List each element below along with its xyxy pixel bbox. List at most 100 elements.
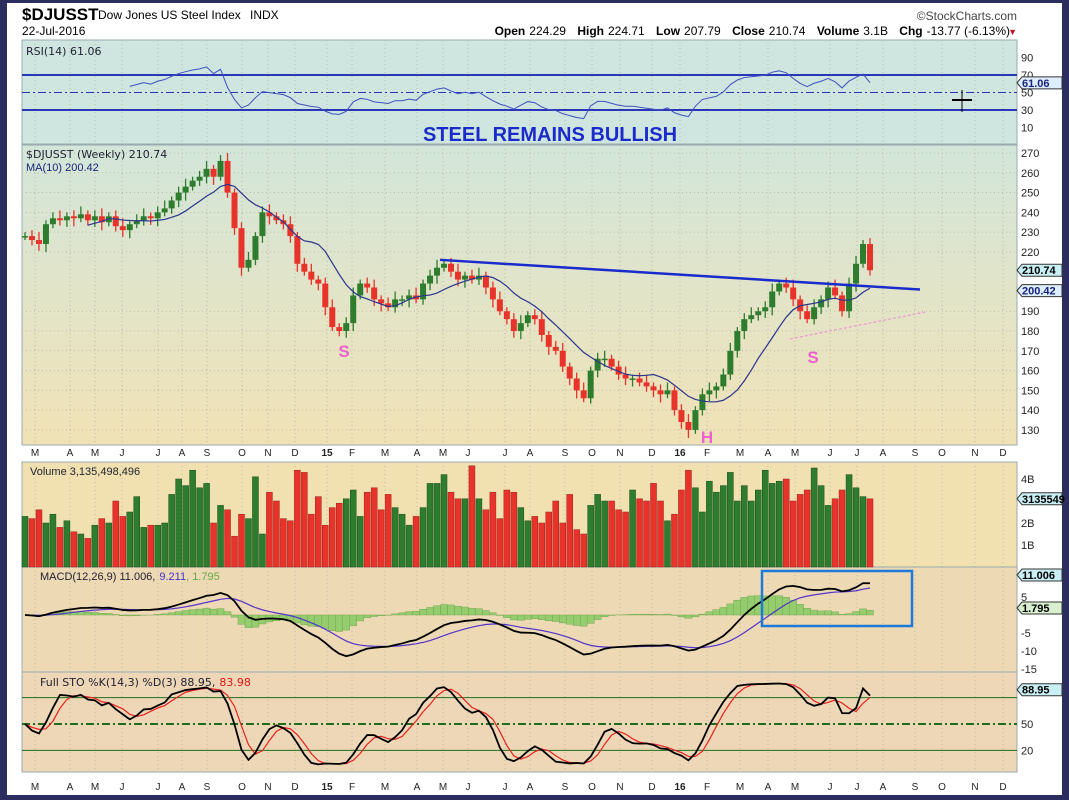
candle-up [168, 200, 175, 209]
price-tick-label: 130 [1021, 425, 1039, 437]
x-tick-label: A [527, 782, 534, 793]
x-tick-label: A [880, 782, 887, 793]
volume-bar [775, 480, 783, 568]
volume-bar [147, 524, 154, 568]
macd-histogram-bar [489, 612, 497, 616]
volume-bar [329, 507, 336, 568]
x-tick-label: J [466, 448, 471, 459]
volume-bar [238, 513, 245, 568]
candle-up [811, 307, 818, 320]
price-tick-label: 180 [1021, 326, 1039, 338]
volume-bar [336, 502, 343, 568]
x-tick-label: J [828, 782, 833, 793]
candle-down [783, 283, 790, 288]
candle-down [98, 216, 105, 223]
volume-bar [21, 516, 29, 568]
candle-down [566, 366, 573, 379]
volume-bar [370, 487, 378, 568]
volume-bar [824, 505, 832, 568]
x-tick-label: J [828, 448, 833, 459]
volume-tick-label: 4B [1021, 474, 1034, 486]
value-tag-text: 210.74 [1022, 265, 1057, 277]
candle-up [748, 315, 755, 320]
x-tick-label: M [381, 782, 389, 793]
volume-bar [461, 498, 469, 568]
candle-up [22, 236, 28, 238]
ma10-line [87, 183, 871, 403]
macd-histogram-bar [538, 614, 546, 620]
x-tick-label: N [264, 782, 271, 793]
candle-down [56, 218, 63, 221]
macd-histogram-bar [98, 613, 106, 616]
volume-bar [643, 500, 650, 568]
macd-histogram-bar [167, 612, 176, 616]
x-tick-label: O [938, 782, 946, 793]
x-tick-label: N [616, 782, 623, 793]
volume-bar [692, 487, 699, 568]
macd-histogram-bar [419, 609, 427, 616]
symbol-name: Dow Jones US Steel Index [98, 8, 241, 22]
x-tick-label: A [880, 448, 887, 459]
macd-histogram-bar [377, 614, 385, 616]
volume-bar [608, 500, 615, 568]
x-tick-label: D [291, 782, 298, 793]
macd-hist-tag: 1.795 [1016, 601, 1063, 615]
volume-bar [566, 494, 573, 568]
x-tick-label: N [264, 448, 271, 459]
x-tick-label: N [971, 782, 978, 793]
volume-bar [468, 465, 476, 568]
rsi-tick-label: 50 [1021, 88, 1033, 100]
price-panel [21, 144, 1018, 446]
candle-up [175, 192, 182, 201]
macd-histogram-bar [363, 614, 371, 618]
value-tag-shape [1016, 601, 1063, 615]
candle-up [776, 283, 783, 292]
candle-down [273, 216, 280, 221]
macd-histogram-bar [684, 614, 693, 619]
x-tick-label: M [91, 448, 99, 459]
candle-up [420, 283, 427, 300]
brand-logo[interactable]: ©StockCharts.com [917, 9, 1017, 23]
macd-histogram-bar [824, 610, 832, 616]
x-tick-label: S [204, 782, 211, 793]
x-tick-label: N [616, 448, 623, 459]
macd-histogram-bar [461, 606, 469, 616]
candle-up [517, 323, 524, 332]
x-tick-label: D [291, 448, 298, 459]
price-tick-label: 270 [1021, 148, 1039, 160]
macd-histogram-bar [454, 606, 462, 616]
macd-histogram-bar [789, 600, 797, 616]
macd-tick-label: 5 [1021, 592, 1027, 604]
macd-histogram-bar [482, 610, 490, 616]
candle-up [259, 212, 266, 237]
value-tag-text: 61.06 [1022, 78, 1050, 90]
volume-bar [796, 494, 804, 568]
open-label: Open [495, 24, 526, 38]
volume-bar [685, 469, 692, 568]
volume-bar [426, 483, 434, 568]
macd-histogram-bar [600, 614, 609, 618]
macd-histogram-bar [691, 614, 700, 618]
volume-bar [217, 505, 224, 568]
volume-bar [182, 485, 189, 568]
candle-up [42, 224, 49, 244]
candle-up [762, 307, 769, 312]
candle-down [147, 216, 154, 219]
symbol: $DJUSST [22, 5, 99, 24]
volume-bar [98, 518, 106, 568]
volume-bar [559, 522, 566, 568]
macd-histogram-bar [677, 614, 686, 618]
volume-bar [845, 474, 853, 568]
candle-up [182, 186, 189, 193]
macd-histogram-bar [719, 607, 728, 616]
close-value: 210.74 [769, 24, 806, 38]
price-tick-label: 230 [1021, 227, 1039, 239]
candle-down [496, 299, 503, 312]
value-tag-text: 200.42 [1022, 286, 1056, 298]
candle-up [461, 275, 468, 280]
macd-histogram-bar [426, 607, 434, 616]
volume-bar [42, 522, 50, 568]
volume-bar [671, 513, 678, 568]
x-tick-label: M [31, 448, 39, 459]
